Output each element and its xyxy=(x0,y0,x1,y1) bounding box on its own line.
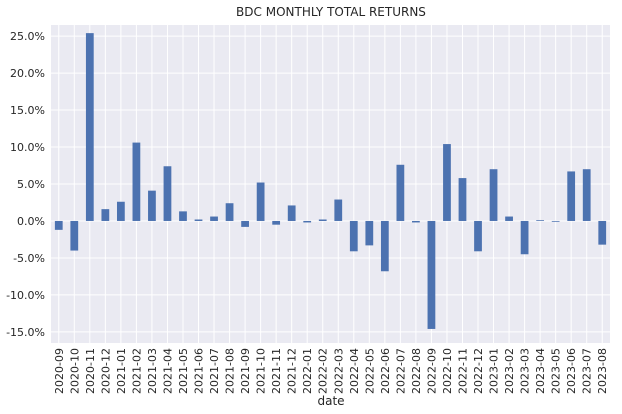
bar-2023-04 xyxy=(536,220,545,221)
bar-2022-08 xyxy=(412,220,420,223)
x-tick-label: 2021-04 xyxy=(161,348,174,394)
bar-2022-05 xyxy=(365,220,374,246)
x-tick-label: 2021-02 xyxy=(130,348,143,394)
x-tick-label: 2022-08 xyxy=(410,348,423,394)
x-tick-label: 2022-06 xyxy=(379,348,392,394)
bar-2022-02 xyxy=(318,219,327,221)
y-tick-label: 20.0% xyxy=(10,67,45,80)
bar-2023-05 xyxy=(551,220,560,222)
x-tick-label: 2023-01 xyxy=(488,348,501,394)
bar-2022-04 xyxy=(349,220,358,252)
x-tick-label: 2022-11 xyxy=(456,348,469,394)
x-tick-label: 2023-03 xyxy=(519,348,532,394)
bar-2023-06 xyxy=(567,171,576,221)
bar-2021-03 xyxy=(148,190,156,221)
bar-2023-08 xyxy=(598,220,607,245)
x-tick-label: 2020-12 xyxy=(99,348,112,394)
x-tick-label: 2023-04 xyxy=(534,348,547,394)
x-tick-label: 2020-10 xyxy=(68,348,81,394)
y-axis-ticks: -15.0% -10.0% -5.0% 0.0% 5.0% 10.0% 15.0% 20.0%… xyxy=(6,30,45,339)
y-tick-label: 25.0% xyxy=(10,30,45,43)
bar-2021-01 xyxy=(116,201,125,221)
x-tick-label: 2021-01 xyxy=(115,348,128,394)
x-tick-label: 2022-03 xyxy=(332,348,345,394)
gridlines xyxy=(51,25,610,343)
x-tick-label: 2023-08 xyxy=(596,348,609,394)
x-tick-label: 2022-04 xyxy=(348,348,361,394)
bar-2021-02 xyxy=(132,142,141,221)
bar-2023-01 xyxy=(489,169,498,221)
x-axis-label: date xyxy=(317,394,344,408)
x-tick-label: 2021-05 xyxy=(177,348,190,394)
bar-2022-12 xyxy=(474,220,482,252)
bars xyxy=(54,33,607,329)
x-tick-label: 2023-02 xyxy=(503,348,516,394)
x-tick-label: 2023-05 xyxy=(550,348,563,394)
bar-2022-01 xyxy=(303,220,312,223)
x-tick-label: 2022-05 xyxy=(363,348,376,394)
chart-title: BDC MONTHLY TOTAL RETURNS xyxy=(236,5,426,19)
x-tick-label: 2020-11 xyxy=(84,348,97,394)
x-tick-label: 2022-07 xyxy=(394,348,407,394)
x-tick-label: 2022-02 xyxy=(317,348,330,394)
x-tick-label: 2020-09 xyxy=(53,348,66,394)
bar-2021-11 xyxy=(272,220,281,225)
y-tick-label: -5.0% xyxy=(13,252,45,265)
x-tick-label: 2022-12 xyxy=(472,348,485,394)
x-tick-label: 2021-07 xyxy=(208,348,221,394)
bar-2021-06 xyxy=(194,219,203,221)
x-tick-label: 2021-12 xyxy=(286,348,299,394)
bar-2023-02 xyxy=(505,216,513,221)
bar-2022-10 xyxy=(443,144,451,221)
bar-2021-08 xyxy=(225,203,234,221)
bar-2022-09 xyxy=(427,220,436,329)
bar-2020-10 xyxy=(70,220,79,251)
bar-2023-03 xyxy=(520,220,529,255)
x-tick-label: 2021-08 xyxy=(224,348,237,394)
y-tick-label: -15.0% xyxy=(6,326,45,339)
bar-2022-11 xyxy=(458,178,467,221)
bar-2021-12 xyxy=(287,205,296,221)
x-tick-label: 2021-10 xyxy=(255,348,268,394)
y-tick-label: 5.0% xyxy=(17,178,45,191)
bar-2022-03 xyxy=(334,199,343,221)
bar-2023-07 xyxy=(582,169,591,221)
y-tick-label: 10.0% xyxy=(10,141,45,154)
x-tick-label: 2021-06 xyxy=(193,348,206,394)
bar-2021-04 xyxy=(163,166,172,221)
x-tick-label: 2021-09 xyxy=(239,348,252,394)
x-tick-label: 2021-11 xyxy=(270,348,283,394)
x-tick-label: 2022-01 xyxy=(301,348,314,394)
x-tick-label: 2021-03 xyxy=(146,348,159,394)
bar-2021-10 xyxy=(256,182,265,221)
x-axis-ticks: 2020-09 2020-10 2020-11 2020-12 2021-01 2021-… xyxy=(53,348,609,394)
bar-2020-11 xyxy=(85,33,94,221)
x-tick-label: 2022-10 xyxy=(441,348,454,394)
bar-2020-09 xyxy=(54,220,63,230)
y-tick-label: 15.0% xyxy=(10,104,45,117)
y-tick-label: 0.0% xyxy=(17,215,45,228)
bar-2022-06 xyxy=(380,220,389,272)
bar-2022-07 xyxy=(396,164,405,221)
bar-2021-05 xyxy=(179,211,187,221)
bar-2021-09 xyxy=(241,220,249,227)
y-tick-label: -10.0% xyxy=(6,289,45,302)
x-tick-label: 2023-07 xyxy=(581,348,594,394)
bar-2021-07 xyxy=(210,216,218,221)
x-tick-label: 2022-09 xyxy=(425,348,438,394)
bar-2020-12 xyxy=(101,209,110,221)
x-tick-label: 2023-06 xyxy=(565,348,578,394)
